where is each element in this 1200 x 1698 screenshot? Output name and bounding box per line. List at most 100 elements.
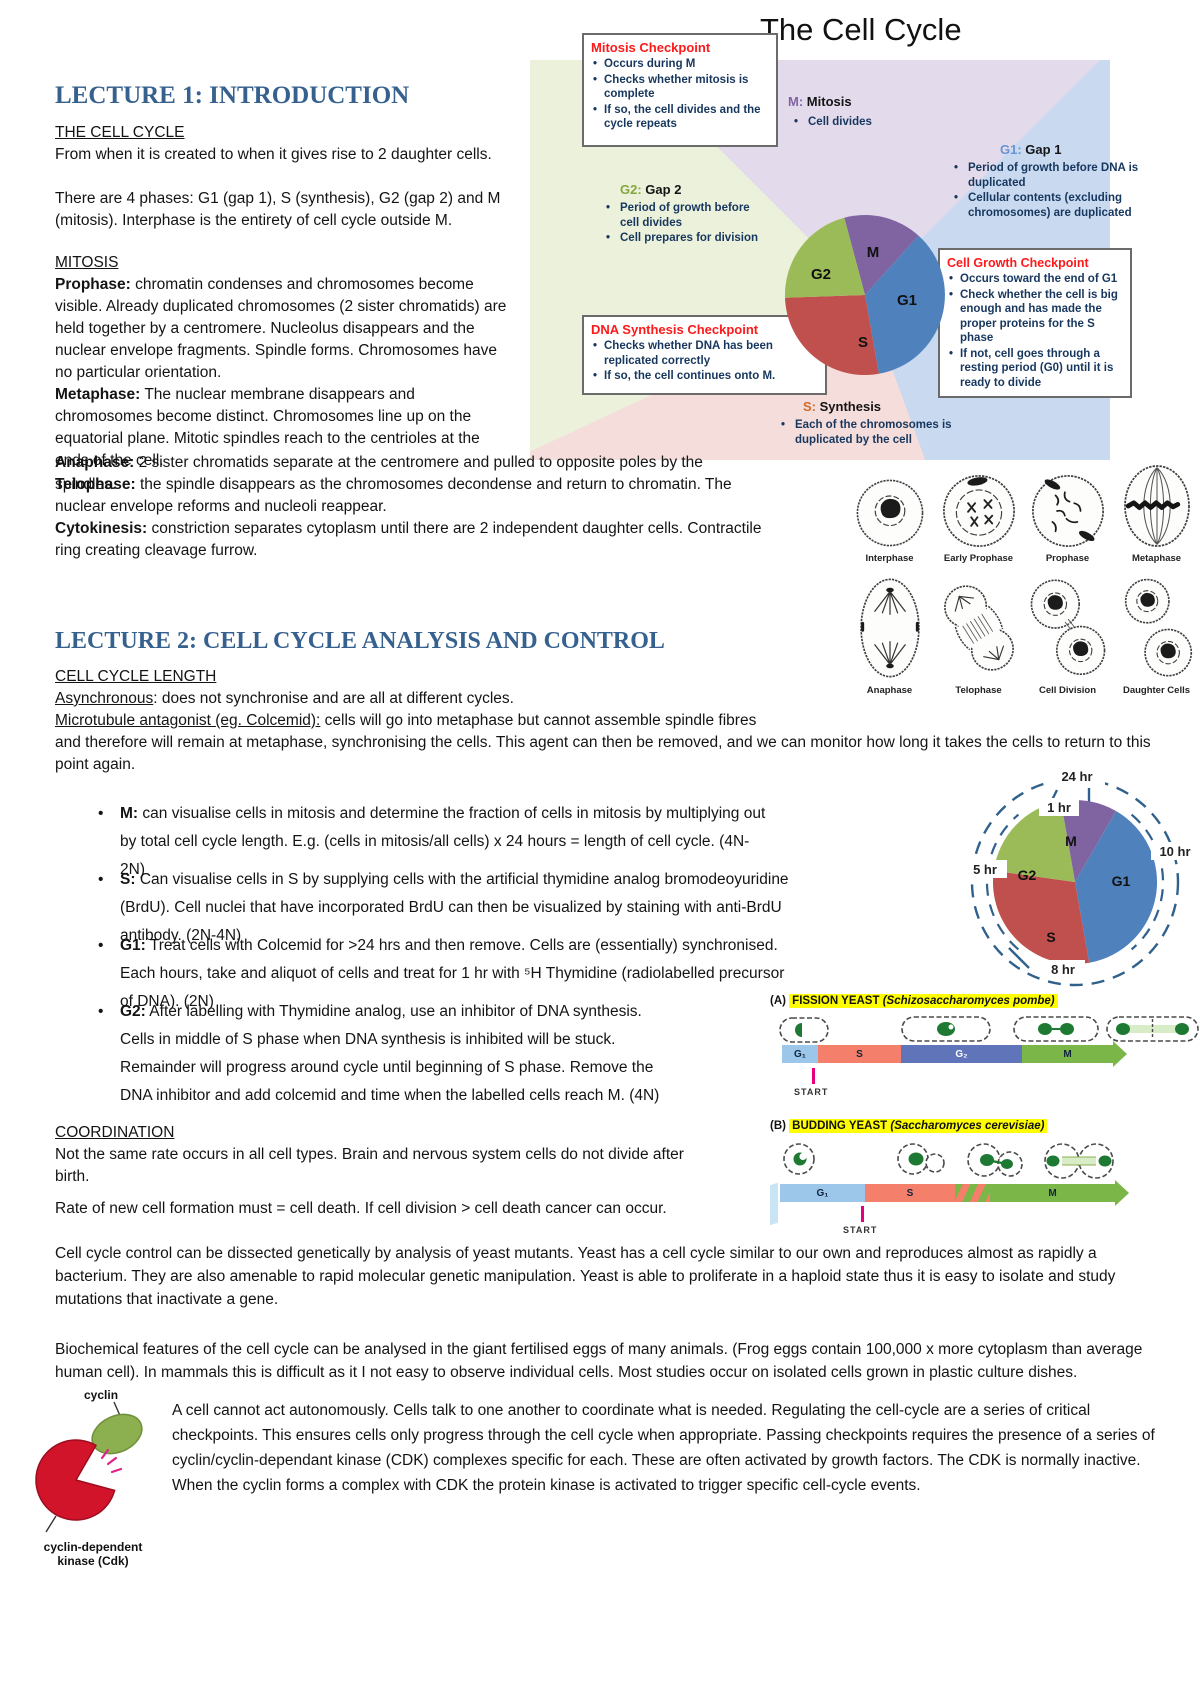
cell-cycle-p1: From when it is created to when it gives… <box>55 146 492 163</box>
clock-chip <box>1049 766 1105 785</box>
fission-cell-icon <box>779 1017 829 1043</box>
stage-label: Early Prophase <box>943 553 1014 564</box>
clock-chip <box>963 860 1007 878</box>
g2-bullet: Cell prepares for division <box>600 231 772 246</box>
dna-synthesis-checkpoint-box: DNA Synthesis Checkpoint Checks whether … <box>582 315 827 395</box>
fission-timeline-arrow <box>1113 1041 1127 1067</box>
telophase-cell-icon <box>943 585 1014 671</box>
coordination-p1: Not the same rate occurs in all cell typ… <box>55 1146 684 1185</box>
telophase-text: the spindle disappears as the chromosome… <box>55 476 732 515</box>
cell-division-figure: Cell Division <box>1023 574 1112 696</box>
bullet-m-label: M: <box>120 805 139 822</box>
mitosis-stages-row2: Anaphase Tel <box>845 574 1200 696</box>
budding-start-label: START <box>843 1225 878 1235</box>
bullet-g2-text: After labelling with Thymidine analog, u… <box>120 1003 660 1104</box>
clock-hour-10: 10 hr <box>1159 844 1190 859</box>
g1-bullet: Cellular contents (excluding chromosomes… <box>948 191 1140 220</box>
s-bullet: Each of the chromosomes is duplicated by… <box>775 418 960 447</box>
cytokinesis-text: constriction separates cytoplasm until t… <box>55 520 762 559</box>
metaphase-cell-icon <box>1123 465 1190 547</box>
bullet-g1-label: G1: <box>120 937 146 954</box>
asynchronous-text: : does not synchronise and are all at di… <box>153 690 514 707</box>
budding-timeline-lead <box>770 1182 778 1226</box>
cyclin-label: cyclin <box>84 1388 119 1402</box>
m-bullet: Cell divides <box>788 115 928 130</box>
daughter-cells-figure: Daughter Cells <box>1112 574 1200 696</box>
budding-cell-icon <box>1044 1143 1114 1179</box>
stage-label: Cell Division <box>1038 685 1096 696</box>
lecture1-heading: LECTURE 1: INTRODUCTION <box>55 82 410 109</box>
stage-label: Prophase <box>1045 553 1090 564</box>
budding-name: BUDDING YEAST <box>792 1120 888 1132</box>
cytokinesis-label: Cytokinesis: <box>55 520 148 537</box>
frog-eggs-paragraph: Biochemical features of the cell cycle c… <box>55 1341 1143 1381</box>
fission-cell-icon <box>1013 1016 1099 1042</box>
bullet-m-text: can visualise cells in mitosis and deter… <box>120 805 766 878</box>
cytokinesis-paragraph: Cytokinesis: constriction separates cyto… <box>55 518 767 562</box>
interphase-cell-icon <box>856 479 923 547</box>
stage-label: Metaphase <box>1131 553 1182 564</box>
stage-label: Daughter Cells <box>1122 685 1191 696</box>
daughter-cells-icon <box>1124 578 1192 677</box>
budding-yeast-title: (B) BUDDING YEAST (Saccharomyces cerevis… <box>770 1119 1048 1133</box>
fission-segment-g2: G₂ <box>901 1045 1022 1063</box>
m-name: Mitosis <box>806 94 852 109</box>
fission-segment-m: M <box>1022 1045 1113 1063</box>
page-title: The Cell Cycle <box>760 12 962 47</box>
prophase-cell-icon <box>1031 475 1104 547</box>
pie-slice-s <box>785 295 879 375</box>
fission-yeast-cells <box>778 1013 1200 1047</box>
prophase-figure: Prophase <box>1023 462 1112 564</box>
g2-bullet: Period of growth before cell divides <box>600 201 772 230</box>
cell-growth-checkpoint-bullet: Occurs toward the end of G1 <box>947 272 1123 287</box>
cell-growth-checkpoint-title: Cell Growth Checkpoint <box>947 256 1089 270</box>
cell-growth-checkpoint-bullet: Check whether the cell is big enough and… <box>947 288 1123 346</box>
cyclin-cdk-figure: cyclin cyclin-dependent kinase (Cdk) <box>18 1388 168 1578</box>
budding-segment-m: M <box>990 1184 1115 1202</box>
prophase-paragraph: Prophase: chromatin condenses and chromo… <box>55 274 515 384</box>
pie-label-s: S <box>858 334 868 351</box>
m-abbr: M: <box>788 94 804 109</box>
anaphase-text: 2 sister chromatids separate at the cent… <box>55 454 703 493</box>
clock-inner-arc-left <box>985 813 1020 951</box>
fission-yeast-title: (A) FISSION YEAST (Schizosaccharomyces p… <box>770 994 1058 1008</box>
microtubule-label: Microtubule antagonist (eg. Colcemid): <box>55 712 321 729</box>
coordination-p2: Rate of new cell formation must = cell d… <box>55 1200 667 1217</box>
budding-segment-transition <box>955 1184 990 1202</box>
cell-cycle-length-heading: CELL CYCLE LENGTH <box>55 668 217 685</box>
prophase-text: chromatin condenses and chromosomes beco… <box>55 276 507 381</box>
pie-slice-g2 <box>785 217 865 298</box>
fission-prefix: (A) <box>770 995 786 1007</box>
g1-name: Gap 1 <box>1025 142 1062 157</box>
mitosis-checkpoint-bullet: If so, the cell divides and the cycle re… <box>591 103 769 132</box>
pie-slice-m <box>844 215 919 295</box>
microtubule-line: Microtubule antagonist (eg. Colcemid): c… <box>55 710 795 732</box>
anaphase-figure: Anaphase <box>845 574 934 696</box>
budding-segment-g1: G₁ <box>780 1184 865 1202</box>
clock-hour-1: 1 hr <box>1047 800 1071 815</box>
clock-hour-24: 24 hr <box>1061 769 1092 784</box>
clock-hour-5: 5 hr <box>973 862 997 877</box>
dna-checkpoint-bullet: Checks whether DNA has been replicated c… <box>591 339 818 368</box>
clock-inner-arc-right <box>1130 813 1165 951</box>
mitosis-section-heading: MITOSIS <box>55 254 119 271</box>
fission-timeline: G₁ S G₂ M <box>782 1041 1127 1067</box>
bullet-m-method: M: can visualise cells in mitosis and de… <box>84 800 774 884</box>
bullet-g2-method: G2: After labelling with Thymidine analo… <box>84 998 674 1110</box>
cell-cycle-p2: There are 4 phases: G1 (gap 1), S (synth… <box>55 190 501 229</box>
stage-label: Anaphase <box>866 685 913 696</box>
cell-growth-checkpoint-box: Cell Growth Checkpoint Occurs toward the… <box>938 248 1132 398</box>
early-prophase-cell-icon <box>942 475 1015 547</box>
clock-label-s: S <box>1046 929 1055 945</box>
stage-label: Interphase <box>865 553 914 564</box>
telophase-label: Telophase: <box>55 476 136 493</box>
g2-name: Gap 2 <box>645 182 682 197</box>
budding-prefix: (B) <box>770 1120 786 1132</box>
budding-timeline-arrow <box>1115 1180 1129 1206</box>
budding-timeline: G₁ S M <box>780 1180 1129 1206</box>
pie-label-m: M <box>867 244 880 261</box>
s-name: Synthesis <box>819 399 882 414</box>
clock-label-g2: G2 <box>1018 867 1037 883</box>
fission-start-label: START <box>794 1087 829 1097</box>
